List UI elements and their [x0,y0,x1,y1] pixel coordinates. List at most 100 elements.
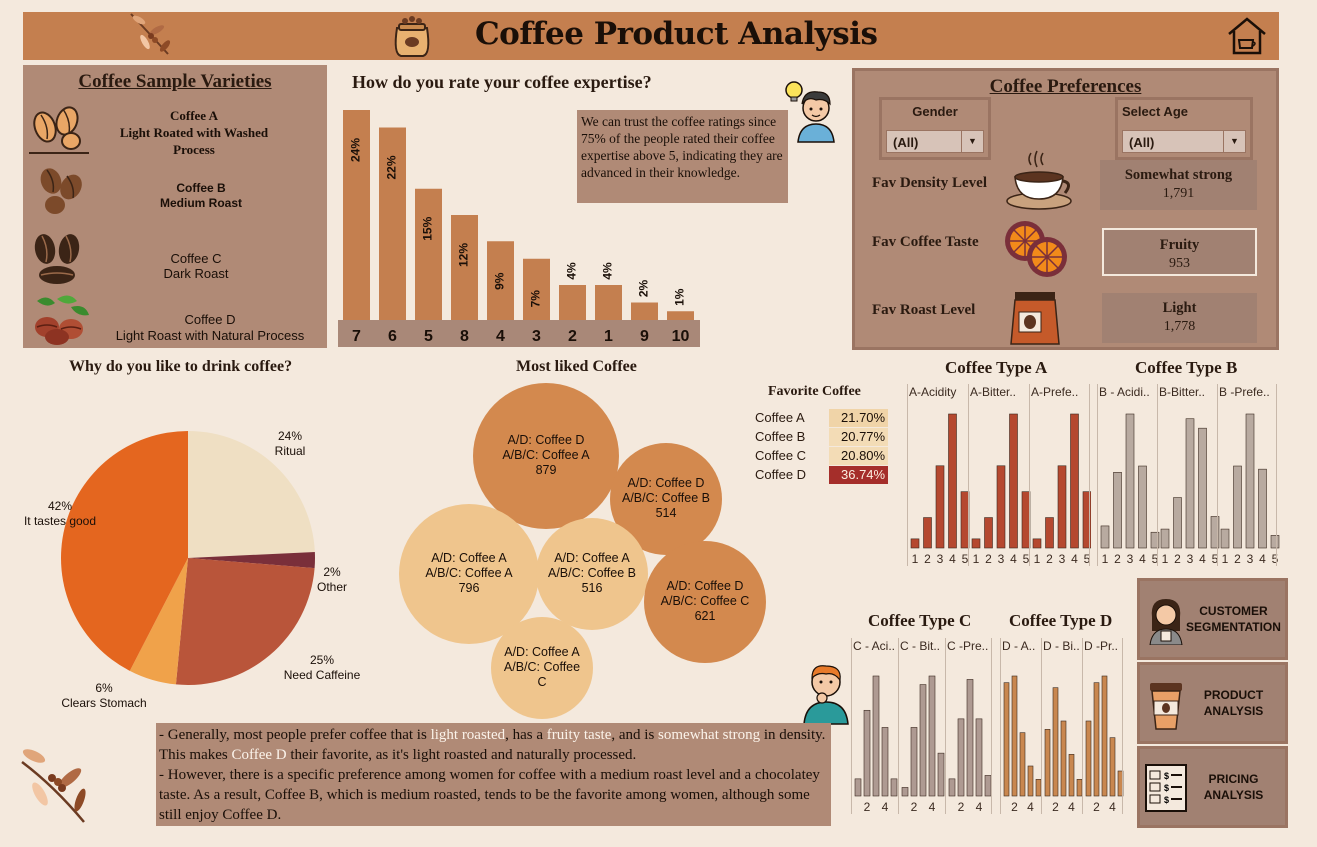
type-bar [1044,729,1051,797]
pie-slice-label: It tastes good [24,514,96,528]
type-bar [1185,418,1195,549]
type-bar [1060,720,1067,797]
type-b-title: Coffee Type B [1135,358,1238,377]
panel-header: D - Bi.. [1043,639,1080,653]
coffee-sack-icon [394,16,430,57]
type-tick-label: 3 [998,552,1005,566]
bubble-value: C [537,675,546,689]
type-bar [1027,765,1034,797]
density-label: Fav Density Level [872,175,987,191]
expertise-note: We can trust the coffee ratings since 75… [577,110,788,203]
bubble-value: 796 [459,581,480,595]
woman-icon [1149,599,1183,645]
favorite-row-name: Coffee C [755,448,807,463]
pricing-analysis-button[interactable]: $ $ $ PRICING ANALYSIS [1137,746,1288,828]
type-tick-label: 4 [1199,552,1206,566]
chevron-down-icon[interactable]: ▼ [961,131,983,152]
natural-beans-icon [35,295,89,345]
expertise-bar [415,188,442,320]
type-bar [1068,754,1075,797]
panel-header: B - Acidi.. [1099,385,1150,399]
expertise-tick-label: 8 [460,328,469,345]
pie-slice [61,431,188,671]
summary-part: - Generally, most people prefer coffee t… [159,727,431,743]
type-bar [966,679,974,797]
expertise-data-label: 7% [529,290,543,308]
chevron-down-icon[interactable]: ▼ [1223,131,1245,152]
expertise-bar [523,258,550,320]
type-bar [984,775,992,797]
price-menu-icon: $ $ $ [1145,764,1187,812]
bubble-label: A/D: Coffee A [554,551,630,565]
type-d-title: Coffee Type D [1009,611,1113,630]
gender-select[interactable]: (All) ▼ [886,130,984,153]
type-tick-label: 4 [882,800,889,814]
bubble-label: A/D: Coffee D [508,433,585,447]
type-bar [1082,491,1091,549]
age-select-value: (All) [1129,135,1155,150]
variety-d: Coffee D Light Roast with Natural Proces… [93,312,327,344]
variety-d-name: Coffee D [184,312,236,327]
medium-beans-icon [40,168,82,214]
expertise-bar [595,285,622,320]
page-title: Coffee Product Analysis [475,16,878,52]
type-bar [1198,427,1207,549]
type-bar [1052,687,1059,797]
type-tick-label: 3 [1187,552,1194,566]
expertise-data-label: 12% [457,243,471,267]
taste-label: Fav Coffee Taste [872,234,979,250]
expertise-data-label: 24% [349,138,363,162]
favorite-row-name: Coffee A [755,410,805,425]
bubble [399,504,539,644]
light-beans-icon [29,106,89,154]
taste-value: 953 [1169,256,1190,271]
pie-slice-pct: 24% [278,429,302,443]
product-analysis-button[interactable]: PRODUCT ANALYSIS [1137,662,1288,744]
type-d-chart: D - A..2 4D - Bi..2 4D -Pr..2 4 [1000,638,1124,814]
panel-header: D - A.. [1002,639,1035,653]
expertise-tick-label: 1 [604,328,613,345]
type-tick-label: 2 [1234,552,1241,566]
type-tick-label: 4 [1109,800,1116,814]
expertise-bar [343,110,370,320]
pie-slice-label: Ritual [275,444,306,458]
expertise-bar [487,241,514,320]
type-tick-label: 1 [1102,552,1109,566]
type-bar [1076,779,1083,797]
type-bar [1085,720,1092,797]
type-tick-label: 4 [1071,552,1078,566]
type-bar [960,491,970,549]
expertise-bar [667,311,694,320]
pricing-analysis-label: PRICING ANALYSIS [1203,772,1264,802]
home-icon[interactable] [1225,16,1269,56]
type-tick-label: 2 [1011,800,1018,814]
variety-b-name: Coffee B [176,181,226,195]
gender-filter-label: Gender [912,104,958,119]
summary-highlight: light roasted [430,727,506,743]
type-bar [1093,682,1100,797]
summary-highlight: fruity taste [546,727,612,743]
svg-text:$: $ [1164,771,1169,781]
type-bar [957,718,965,797]
pie-slice-label: Other [317,580,347,594]
type-bar [901,787,909,797]
bubble-label: A/D: Coffee A [504,645,580,659]
panel-header: A-Prefe.. [1031,385,1078,399]
age-filter-label: Select Age [1122,104,1188,119]
pie-slice [175,558,315,685]
pie-slice-pct: 6% [95,681,113,695]
type-bar [1032,538,1042,549]
variety-c-desc: Dark Roast [163,266,229,281]
customer-segmentation-button[interactable]: CUSTOMER SEGMENTATION [1137,578,1288,660]
varieties-title: Coffee Sample Varieties [78,71,272,92]
type-tick-label: 4 [1139,552,1146,566]
expertise-data-label: 4% [565,262,579,280]
type-tick-label: 5 [1212,552,1219,566]
variety-a: Coffee A Light Roated with Washed Proces… [119,107,269,158]
type-tick-label: 2 [864,800,871,814]
roast-label: Fav Roast Level [872,302,976,318]
variety-d-desc: Light Roast with Natural Process [115,328,305,343]
expertise-bar-chart: 24%722%615%512%89%47%34%24%12%91%10 [343,110,694,345]
age-select[interactable]: (All) ▼ [1122,130,1246,153]
type-bar [872,675,880,797]
